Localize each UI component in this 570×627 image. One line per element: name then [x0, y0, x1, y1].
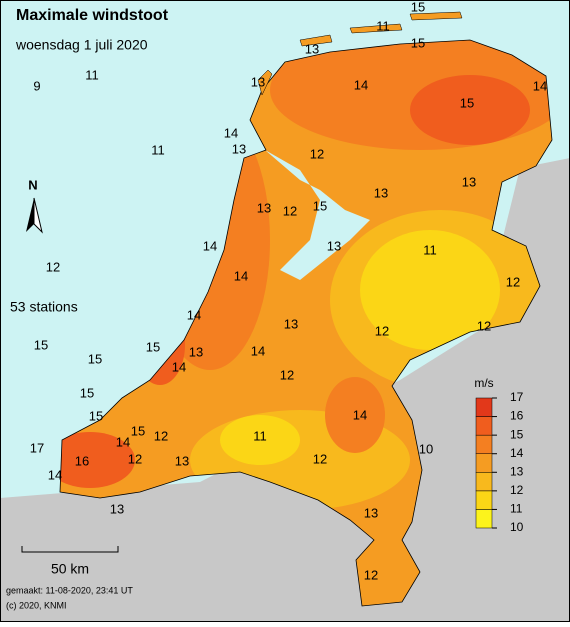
title: Maximale windstoot: [16, 7, 169, 24]
legend-band: [475, 490, 493, 510]
neighbour-land: [0, 158, 570, 622]
station-value: 13: [232, 141, 246, 156]
station-value: 13: [284, 316, 298, 331]
legend-band: [475, 434, 493, 454]
station-value: 12: [128, 451, 142, 466]
station-value: 13: [364, 505, 378, 520]
station-value: 13: [110, 501, 124, 516]
legend-tick-label: 13: [510, 464, 524, 478]
legend-unit: m/s: [474, 376, 493, 390]
station-value: 14: [48, 467, 62, 482]
station-value: 15: [131, 423, 145, 438]
station-value: 14: [251, 343, 265, 358]
station-value: 11: [151, 142, 165, 157]
station-value: 13: [251, 74, 265, 89]
station-value: 14: [354, 77, 368, 92]
station-value: 13: [374, 185, 388, 200]
ijsselmeer: [265, 150, 370, 280]
station-value: 15: [460, 95, 474, 110]
scale-label: 50 km: [51, 561, 89, 577]
station-value: 15: [89, 408, 103, 423]
station-value: 15: [88, 351, 102, 366]
station-value: 15: [411, 0, 425, 14]
station-value: 11: [423, 242, 437, 257]
station-value: 15: [80, 385, 94, 400]
station-value: 14: [116, 434, 130, 449]
station-value: 16: [75, 453, 89, 468]
legend-band: [475, 453, 493, 473]
north-label: N: [28, 177, 37, 192]
station-value: 12: [283, 203, 297, 218]
field-south-core: [220, 415, 300, 465]
station-value: 13: [189, 344, 203, 359]
legend-tick-label: 17: [510, 390, 524, 404]
station-value: 14: [224, 125, 238, 140]
station-value: 12: [313, 451, 327, 466]
station-value: 13: [305, 41, 319, 56]
field-groningen: [410, 75, 530, 145]
station-value: 14: [234, 268, 248, 283]
station-value: 13: [462, 174, 476, 189]
station-value: 11: [253, 428, 267, 443]
legend-tick-label: 12: [510, 483, 524, 497]
station-value: 12: [375, 323, 389, 338]
station-value: 14: [187, 307, 201, 322]
station-value: 15: [313, 198, 327, 213]
station-value: 13: [327, 238, 341, 253]
legend-tick-label: 15: [510, 427, 524, 441]
station-value: 12: [280, 367, 294, 382]
station-value: 11: [376, 18, 390, 33]
station-value: 10: [419, 441, 433, 456]
station-value: 12: [310, 146, 324, 161]
station-count: 53 stations: [10, 299, 78, 315]
station-value: 12: [477, 318, 491, 333]
legend-band: [475, 416, 493, 436]
station-value: 12: [154, 428, 168, 443]
station-value: 12: [506, 274, 520, 289]
north-arrow-right: [33, 197, 43, 234]
legend-tick-label: 16: [510, 409, 524, 423]
station-value: 14: [172, 359, 186, 374]
station-value: 14: [533, 78, 547, 93]
field-zeeland: [60, 432, 135, 488]
station-value: 12: [364, 567, 378, 582]
footer-copyright: (c) 2020, KNMI: [6, 600, 67, 610]
legend-tick-label: 14: [510, 446, 524, 460]
field-east-core: [360, 230, 500, 350]
legend-band: [475, 397, 493, 417]
station-value: 9: [33, 78, 40, 93]
station-value: 14: [353, 407, 367, 422]
subtitle: woensdag 1 juli 2020: [15, 37, 148, 53]
station-value: 15: [34, 337, 48, 352]
legend-band: [475, 509, 493, 529]
border: [59, 39, 553, 607]
field-gelderland: [325, 377, 385, 453]
footer-made: gemaakt: 11-08-2020, 23:41 UT: [6, 585, 133, 595]
station-value: 14: [203, 238, 217, 253]
legend-tick-label: 11: [510, 502, 523, 516]
station-value: 12: [46, 259, 60, 274]
north-arrow: [26, 198, 34, 232]
station-value: 15: [411, 35, 425, 50]
station-value: 17: [30, 440, 44, 455]
station-value: 15: [146, 339, 160, 354]
scale-bar: [21, 546, 119, 553]
station-value: 13: [257, 200, 271, 215]
islands: [257, 11, 463, 96]
legend-tick-label: 10: [510, 520, 524, 534]
station-value: 13: [175, 453, 189, 468]
legend-band: [475, 472, 493, 492]
station-value: 11: [85, 67, 99, 82]
